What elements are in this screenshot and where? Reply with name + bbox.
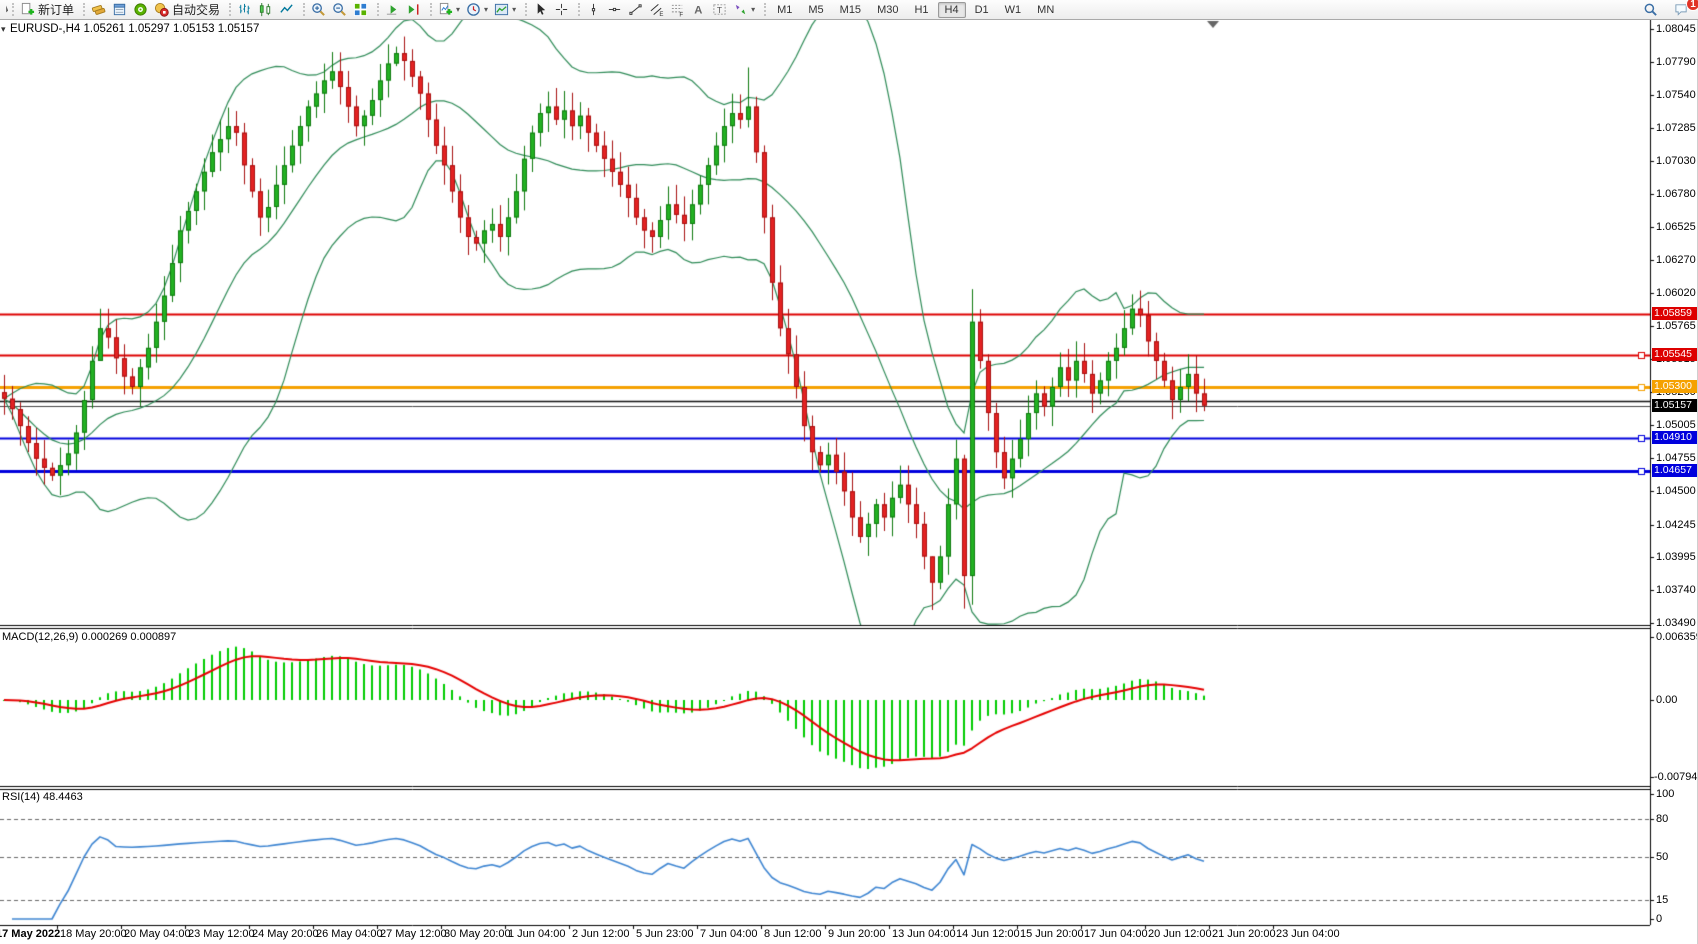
text-button[interactable]: A	[688, 1, 709, 18]
chart-shift-icon	[406, 2, 421, 17]
vertical-line-button[interactable]	[583, 1, 604, 18]
templates-icon	[494, 2, 509, 17]
new-order-button-label: 新订单	[38, 3, 75, 17]
text-icon: A	[691, 2, 706, 17]
bar-chart-icon	[237, 2, 252, 17]
auto-trading-button[interactable]: 自动交易	[151, 1, 223, 18]
zoom-out-button[interactable]	[329, 1, 350, 18]
line-chart-icon	[279, 2, 294, 17]
vline-icon	[586, 2, 601, 17]
equidistant-channel-button[interactable]: E	[646, 1, 667, 18]
search-icon	[1643, 2, 1658, 17]
toolbar-group	[375, 0, 428, 19]
fibonacci-icon: F	[670, 2, 685, 17]
data-window-button[interactable]	[109, 1, 130, 18]
templates-button[interactable]: ▾	[491, 1, 519, 18]
cursor-button[interactable]	[530, 1, 551, 18]
toolbar-group	[227, 0, 301, 19]
timeframe-button-w1[interactable]: W1	[1004, 3, 1022, 16]
fibonacci-button[interactable]: F	[667, 1, 688, 18]
svg-text:E: E	[659, 11, 663, 17]
svg-text:F: F	[679, 12, 683, 17]
svg-text:A: A	[694, 5, 702, 17]
arrows-icon	[733, 2, 748, 17]
zoom-in-icon	[311, 2, 326, 17]
chevron-down-icon[interactable]: ▾	[484, 4, 489, 14]
candle-chart-icon	[258, 2, 273, 17]
text-label-icon: T	[712, 2, 727, 17]
text-label-button[interactable]: T	[709, 1, 730, 18]
tile-windows-button[interactable]	[350, 1, 371, 18]
indicators-button[interactable]: ▾	[435, 1, 463, 18]
notification-badge: 1	[1686, 0, 1698, 11]
chevron-down-icon[interactable]: ▾	[456, 4, 461, 14]
tile-windows-icon	[353, 2, 368, 17]
auto-trading-icon	[154, 2, 169, 17]
market-watch-button[interactable]	[88, 1, 109, 18]
timeframe-button-d1[interactable]: D1	[974, 3, 989, 16]
market-watch-icon	[91, 2, 106, 17]
chart-title: EURUSD-,H4 1.05261 1.05297 1.05153 1.051…	[10, 23, 260, 35]
timeframe-button-m5[interactable]: M5	[808, 3, 824, 16]
main-toolbar: 新订单 自动交易 ▾ ▾ ▾ E F A T ▾ M1 M5 M15 M30 H1 H4 D1 W1 MN 1	[0, 0, 1698, 20]
cursor-icon	[533, 2, 548, 17]
navigator-icon	[133, 2, 148, 17]
timeframe-button-h4[interactable]: H4	[937, 1, 966, 18]
symbol-marker-icon: ▾	[1, 24, 6, 34]
crosshair-button[interactable]	[551, 1, 572, 18]
community-button[interactable]: 1	[1671, 0, 1698, 18]
search-button[interactable]	[1640, 1, 1661, 18]
auto-scroll-button[interactable]	[382, 1, 403, 18]
svg-text:T: T	[717, 5, 722, 15]
toolbar-group	[523, 0, 576, 19]
auto-scroll-icon	[385, 2, 400, 17]
macd-label: MACD(12,26,9) 0.000269 0.000897	[2, 631, 177, 643]
doc-plus-icon	[20, 2, 35, 17]
toolbar-group: 自动交易	[81, 0, 227, 19]
periods-icon	[466, 2, 481, 17]
horizontal-line-button[interactable]	[604, 1, 625, 18]
navigator-button[interactable]	[130, 1, 151, 18]
trendline-button[interactable]	[625, 1, 646, 18]
timeframe-button-mn[interactable]: MN	[1037, 3, 1055, 16]
indicators-icon	[438, 2, 453, 17]
candle-chart-button[interactable]	[255, 1, 276, 18]
timeframe-button-m1[interactable]: M1	[777, 3, 793, 16]
chevron-down-icon[interactable]: ▾	[751, 4, 756, 14]
clipped-cursor-icon	[0, 1, 10, 18]
bar-chart-button[interactable]	[234, 1, 255, 18]
chart-shift-button[interactable]	[403, 1, 424, 18]
channel-icon: E	[649, 2, 664, 17]
timeframe-button-m30[interactable]: M30	[877, 3, 899, 16]
auto-trading-button-label: 自动交易	[172, 3, 221, 17]
toolbar-group: E F A T ▾	[576, 0, 762, 19]
crosshair-icon	[554, 2, 569, 17]
toolbar-group: ▾ ▾ ▾	[428, 0, 523, 19]
new-order-button[interactable]: 新订单	[17, 1, 77, 18]
arrows-button[interactable]: ▾	[730, 1, 758, 18]
zoom-out-icon	[332, 2, 347, 17]
hline-icon	[607, 2, 622, 17]
zoom-in-button[interactable]	[308, 1, 329, 18]
timeframe-group: M1 M5 M15 M30 H1 H4 D1 W1 MN	[762, 0, 1066, 19]
rsi-label: RSI(14) 48.4463	[2, 791, 83, 803]
periods-button[interactable]: ▾	[463, 1, 491, 18]
timeframe-button-h1[interactable]: H1	[914, 3, 929, 16]
data-window-icon	[112, 2, 127, 17]
toolbar-group	[301, 0, 375, 19]
toolbar-group: 新订单	[10, 0, 81, 19]
timeframe-button-m15[interactable]: M15	[839, 3, 862, 16]
trendline-icon	[628, 2, 643, 17]
chevron-down-icon[interactable]: ▾	[512, 4, 517, 14]
line-chart-button[interactable]	[276, 1, 297, 18]
